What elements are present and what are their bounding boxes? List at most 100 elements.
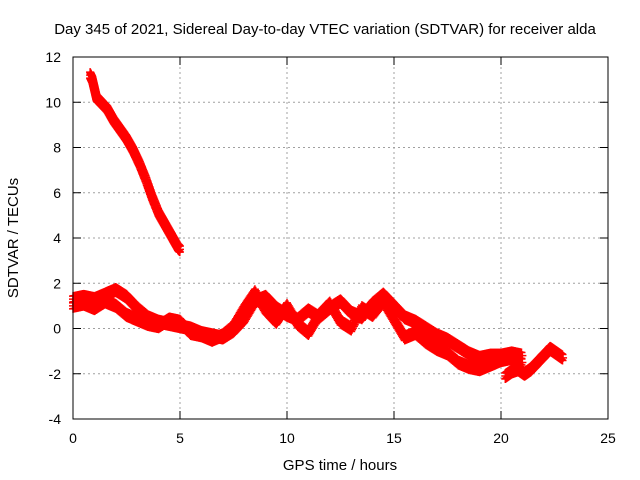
- series-late-segment: [501, 341, 568, 384]
- data-point: [357, 304, 366, 313]
- data-point: [90, 84, 99, 93]
- plot-frame: [72, 56, 609, 420]
- data-point: [109, 116, 118, 125]
- data-point: [90, 304, 99, 313]
- chart-title: Day 345 of 2021, Sidereal Day-to-day VTE…: [54, 21, 596, 38]
- data-point: [422, 338, 431, 347]
- data-point: [304, 329, 313, 338]
- data-point: [454, 342, 463, 351]
- data-point: [520, 369, 529, 378]
- data-point: [400, 313, 409, 322]
- data-point: [546, 344, 555, 353]
- data-point: [186, 329, 195, 338]
- y-tick-label: 2: [53, 275, 61, 291]
- data-point: [507, 367, 516, 376]
- data-point: [454, 358, 463, 367]
- y-tick-label: 10: [45, 94, 61, 110]
- data-point: [443, 335, 452, 344]
- data-point: [176, 317, 184, 326]
- data-point: [432, 344, 441, 353]
- x-tick-label: 25: [600, 430, 616, 446]
- data-point: [96, 98, 105, 107]
- data-point: [475, 365, 484, 374]
- data-point: [240, 304, 249, 313]
- data-point: [122, 292, 131, 301]
- data-point: [122, 134, 131, 143]
- data-point: [368, 310, 377, 319]
- data-point: [86, 71, 95, 80]
- data-point: [283, 301, 291, 310]
- data-point: [347, 308, 356, 317]
- data-point: [464, 349, 473, 358]
- data-point: [135, 159, 144, 168]
- data-point: [325, 299, 334, 308]
- data-point: [208, 335, 217, 344]
- y-tick-label: -4: [49, 411, 62, 427]
- data-point: [336, 297, 345, 306]
- data-point: [154, 322, 163, 331]
- data-point: [111, 286, 120, 295]
- series-high-arc: [86, 68, 184, 257]
- y-axis-label: SDTVAR / TECUs: [5, 178, 22, 298]
- data-point: [501, 372, 510, 381]
- y-tick-label: -2: [49, 366, 62, 382]
- data-point: [79, 299, 88, 308]
- data-point: [347, 324, 356, 333]
- y-tick-label: 4: [53, 230, 61, 246]
- y-tick-label: 0: [53, 321, 61, 337]
- data-point: [116, 125, 125, 134]
- data-point: [88, 75, 97, 84]
- data-point: [165, 315, 174, 324]
- data-point: [411, 317, 420, 326]
- data-point: [133, 315, 142, 324]
- data-point: [197, 331, 206, 340]
- data-point: [218, 331, 227, 340]
- x-tick-label: 10: [279, 430, 295, 446]
- data-point: [422, 324, 431, 333]
- x-tick-label: 20: [493, 430, 509, 446]
- data-points: [69, 68, 568, 384]
- data-point: [486, 360, 495, 369]
- data-point: [559, 353, 568, 362]
- data-point: [161, 220, 170, 229]
- data-point: [390, 315, 398, 324]
- data-point: [176, 245, 184, 254]
- data-point: [539, 351, 548, 360]
- series-main-band-b: [69, 285, 527, 377]
- data-point: [122, 310, 131, 319]
- y-tick-label: 6: [53, 185, 61, 201]
- data-point: [497, 356, 505, 365]
- data-point: [475, 353, 484, 362]
- y-tick-label: 8: [53, 140, 61, 156]
- data-point: [111, 301, 120, 310]
- x-tick-label: 5: [176, 430, 184, 446]
- x-tick-label: 15: [386, 430, 402, 446]
- data-point: [336, 317, 345, 326]
- data-point: [103, 105, 112, 114]
- data-point: [304, 306, 313, 315]
- data-point: [526, 365, 535, 374]
- data-point: [128, 145, 137, 154]
- data-point: [400, 333, 409, 342]
- x-axis-label: GPS time / hours: [283, 457, 397, 474]
- data-point: [143, 319, 152, 328]
- data-point: [229, 322, 238, 331]
- data-point: [101, 297, 110, 306]
- data-point: [92, 93, 101, 102]
- data-point: [443, 349, 452, 358]
- data-point: [411, 329, 420, 338]
- data-point: [514, 365, 523, 374]
- data-point: [133, 304, 142, 313]
- data-point: [464, 362, 473, 371]
- data-point: [272, 304, 281, 313]
- data-point: [507, 353, 516, 362]
- data-point: [432, 331, 441, 340]
- data-point: [379, 297, 388, 306]
- data-point: [272, 317, 281, 326]
- data-point: [533, 358, 542, 367]
- data-point: [167, 231, 176, 240]
- data-point: [250, 288, 259, 297]
- x-tick-label: 0: [69, 430, 77, 446]
